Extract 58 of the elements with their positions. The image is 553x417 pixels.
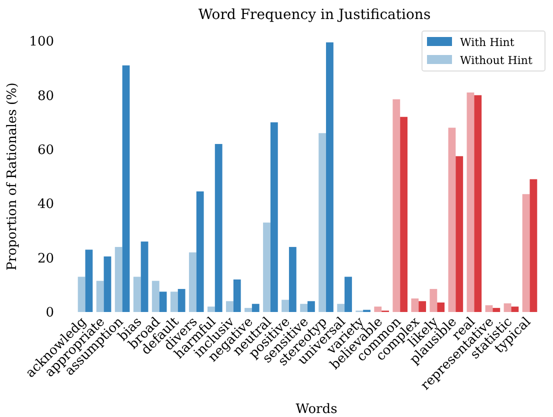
bar: [178, 288, 186, 312]
y-tick-label: 60: [37, 142, 54, 158]
bar: [122, 65, 130, 312]
bar: [140, 242, 148, 312]
legend-label: Without Hint: [460, 54, 533, 67]
bar: [437, 302, 445, 312]
y-tick-label: 40: [37, 197, 54, 212]
bar: [188, 252, 196, 312]
bar: [300, 304, 308, 312]
y-axis-title: Proportion of Rationales (%): [5, 82, 20, 270]
legend-label: With Hint: [460, 36, 515, 49]
y-tick-label: 80: [37, 88, 54, 104]
bar: [78, 276, 86, 312]
bar: [214, 144, 222, 312]
bar: [392, 99, 400, 312]
bar: [374, 306, 382, 312]
bar: [448, 128, 456, 312]
bar: [474, 95, 482, 312]
bar: [159, 292, 167, 312]
bar: [318, 133, 326, 312]
bar: [226, 301, 234, 312]
bar: [522, 194, 530, 312]
bar: [418, 301, 426, 312]
bar: [252, 304, 260, 312]
bar: [104, 256, 112, 312]
bar: [400, 116, 408, 312]
bar: [263, 222, 270, 312]
bar: [207, 306, 215, 312]
bar: [511, 306, 519, 312]
bar: [466, 92, 474, 312]
bar: [326, 42, 334, 312]
y-tick-label: 100: [29, 34, 54, 50]
bar: [530, 179, 538, 312]
bar: [282, 300, 289, 312]
bar: [308, 301, 315, 312]
chart-title: Word Frequency in Justifications: [198, 7, 431, 23]
bar: [196, 191, 204, 312]
bar: [430, 288, 438, 312]
bar: [337, 304, 345, 312]
bar: [133, 276, 141, 312]
bar: [456, 156, 464, 312]
bar: [85, 250, 93, 312]
bar: [485, 305, 493, 312]
bar: [504, 303, 512, 312]
bar: [114, 246, 122, 312]
y-tick-label: 0: [46, 306, 54, 321]
x-axis-title: Words: [296, 402, 338, 417]
bar: [244, 308, 252, 312]
bar: [492, 308, 500, 312]
bar: [411, 298, 419, 312]
bar: [96, 280, 104, 312]
bar: [344, 276, 352, 312]
bar: [270, 122, 278, 312]
bar: [152, 280, 160, 312]
bar: [170, 292, 178, 312]
bar: [288, 246, 296, 312]
y-tick-label: 20: [37, 251, 54, 266]
bar: [233, 279, 241, 312]
